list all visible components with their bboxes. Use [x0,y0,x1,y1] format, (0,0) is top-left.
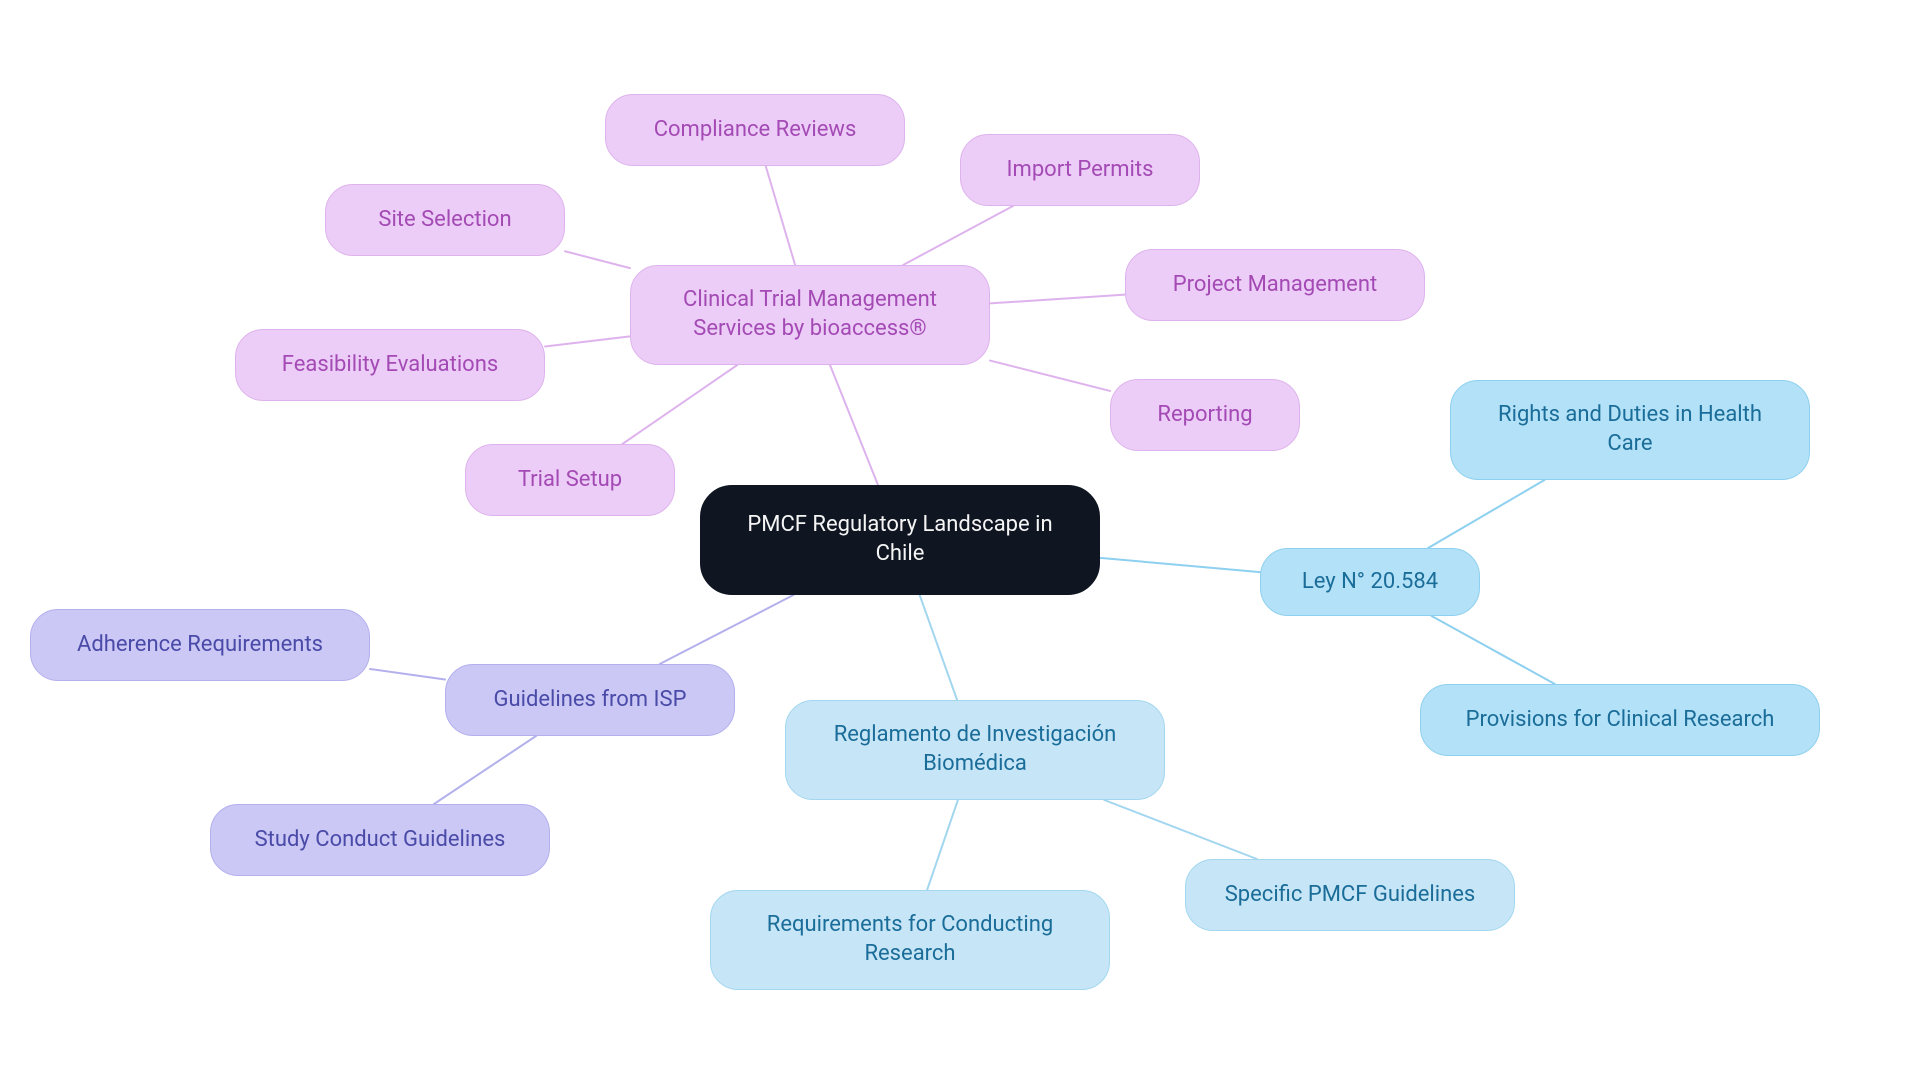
node-label: Import Permits [1007,156,1154,185]
node-label: Compliance Reviews [654,116,857,145]
edge-isp-isp_study [434,736,536,804]
node-root: PMCF Regulatory Landscape in Chile [700,485,1100,595]
node-ctm_site: Site Selection [325,184,565,256]
node-label: Adherence Requirements [77,631,323,660]
edge-ley-ley_rights [1428,480,1544,548]
node-label: Guidelines from ISP [494,686,687,715]
edge-ctm-ctm_trial [622,365,737,444]
node-label: Site Selection [378,206,511,235]
node-label: Trial Setup [518,466,622,495]
node-ctm_trial: Trial Setup [465,444,675,516]
edge-root-reg [920,595,958,700]
node-ley: Ley N° 20.584 [1260,548,1480,616]
edge-root-isp [660,595,794,664]
edge-reg-reg_req [927,800,958,890]
edge-ctm-ctm_feas [545,336,630,346]
node-ctm_comp: Compliance Reviews [605,94,905,166]
node-label: Reglamento de Investigación Biomédica [834,721,1117,778]
node-isp_adh: Adherence Requirements [30,609,370,681]
edge-isp-isp_adh [370,669,445,680]
node-isp_study: Study Conduct Guidelines [210,804,550,876]
node-ctm_pm: Project Management [1125,249,1425,321]
node-ctm_feas: Feasibility Evaluations [235,329,545,401]
node-label: Ley N° 20.584 [1302,568,1438,597]
node-label: Specific PMCF Guidelines [1225,881,1476,910]
node-label: PMCF Regulatory Landscape in Chile [747,511,1052,568]
node-isp: Guidelines from ISP [445,664,735,736]
edge-ley-ley_prov [1432,616,1555,684]
node-ctm_imp: Import Permits [960,134,1200,206]
edge-ctm-ctm_imp [903,206,1013,265]
node-label: Study Conduct Guidelines [255,826,506,855]
node-label: Reporting [1157,401,1252,430]
node-reg_req: Requirements for Conducting Research [710,890,1110,990]
edge-reg-reg_spec [1104,800,1257,859]
edge-ctm-ctm_rep [990,361,1110,391]
edge-ctm-ctm_comp [766,166,795,265]
node-label: Requirements for Conducting Research [767,911,1053,968]
node-label: Rights and Duties in Health Care [1498,401,1762,458]
mindmap-canvas: PMCF Regulatory Landscape in Chile Ley N°… [0,0,1920,1083]
edge-ctm-ctm_site [565,251,630,268]
node-label: Project Management [1173,271,1377,300]
node-ctm_rep: Reporting [1110,379,1300,451]
edge-ctm-ctm_pm [990,295,1125,304]
edge-root-ley [1100,558,1260,572]
node-reg: Reglamento de Investigación Biomédica [785,700,1165,800]
edge-root-ctm [830,365,878,485]
node-reg_spec: Specific PMCF Guidelines [1185,859,1515,931]
node-ley_rights: Rights and Duties in Health Care [1450,380,1810,480]
node-label: Clinical Trial Management Services by bi… [683,286,937,343]
node-label: Feasibility Evaluations [282,351,498,380]
node-label: Provisions for Clinical Research [1466,706,1775,735]
node-ctm: Clinical Trial Management Services by bi… [630,265,990,365]
node-ley_prov: Provisions for Clinical Research [1420,684,1820,756]
